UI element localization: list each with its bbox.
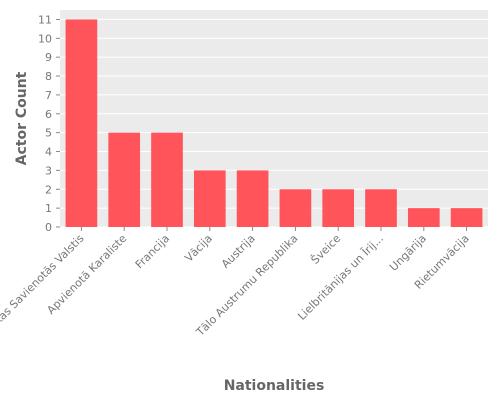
x-tick-label: Francija — [133, 232, 172, 271]
y-tick-label: 7 — [45, 89, 52, 102]
y-tick-label: 9 — [45, 51, 52, 64]
bar — [407, 208, 440, 227]
bars — [65, 19, 483, 227]
bar — [279, 189, 312, 227]
y-axis-title: Actor Count — [14, 71, 30, 165]
bar — [151, 132, 183, 227]
bar — [193, 170, 226, 227]
y-tick-label: 3 — [45, 164, 52, 177]
y-tick-label: 5 — [45, 127, 52, 140]
bar — [65, 19, 98, 227]
y-tick-label: 4 — [45, 146, 52, 159]
y-axis-ticks: 0 1 2 3 4 5 6 7 8 9 10 11 — [38, 13, 60, 234]
x-tick-label: Vācija — [182, 232, 215, 265]
bar — [450, 208, 483, 227]
x-tick-label: Ungārija — [387, 232, 429, 274]
y-tick-label: 1 — [45, 202, 52, 215]
y-tick-label: 6 — [45, 108, 52, 121]
bar — [236, 170, 269, 227]
y-tick-label: 10 — [38, 32, 52, 45]
x-axis-title: Nationalities — [224, 378, 325, 394]
x-tick-label: Austrija — [219, 232, 258, 271]
y-tick-label: 2 — [45, 183, 52, 196]
bar — [365, 189, 397, 227]
y-tick-label: 11 — [38, 13, 52, 26]
bar — [108, 132, 141, 227]
y-tick-label: 8 — [45, 70, 52, 83]
bar — [322, 189, 355, 227]
x-tick-label: Apvienotā Karaliste — [44, 232, 129, 317]
x-tick-label: Šveice — [309, 232, 344, 267]
x-tick-label: Lielbritānijas un Īrij... — [295, 232, 386, 323]
y-tick-label: 0 — [45, 221, 52, 234]
